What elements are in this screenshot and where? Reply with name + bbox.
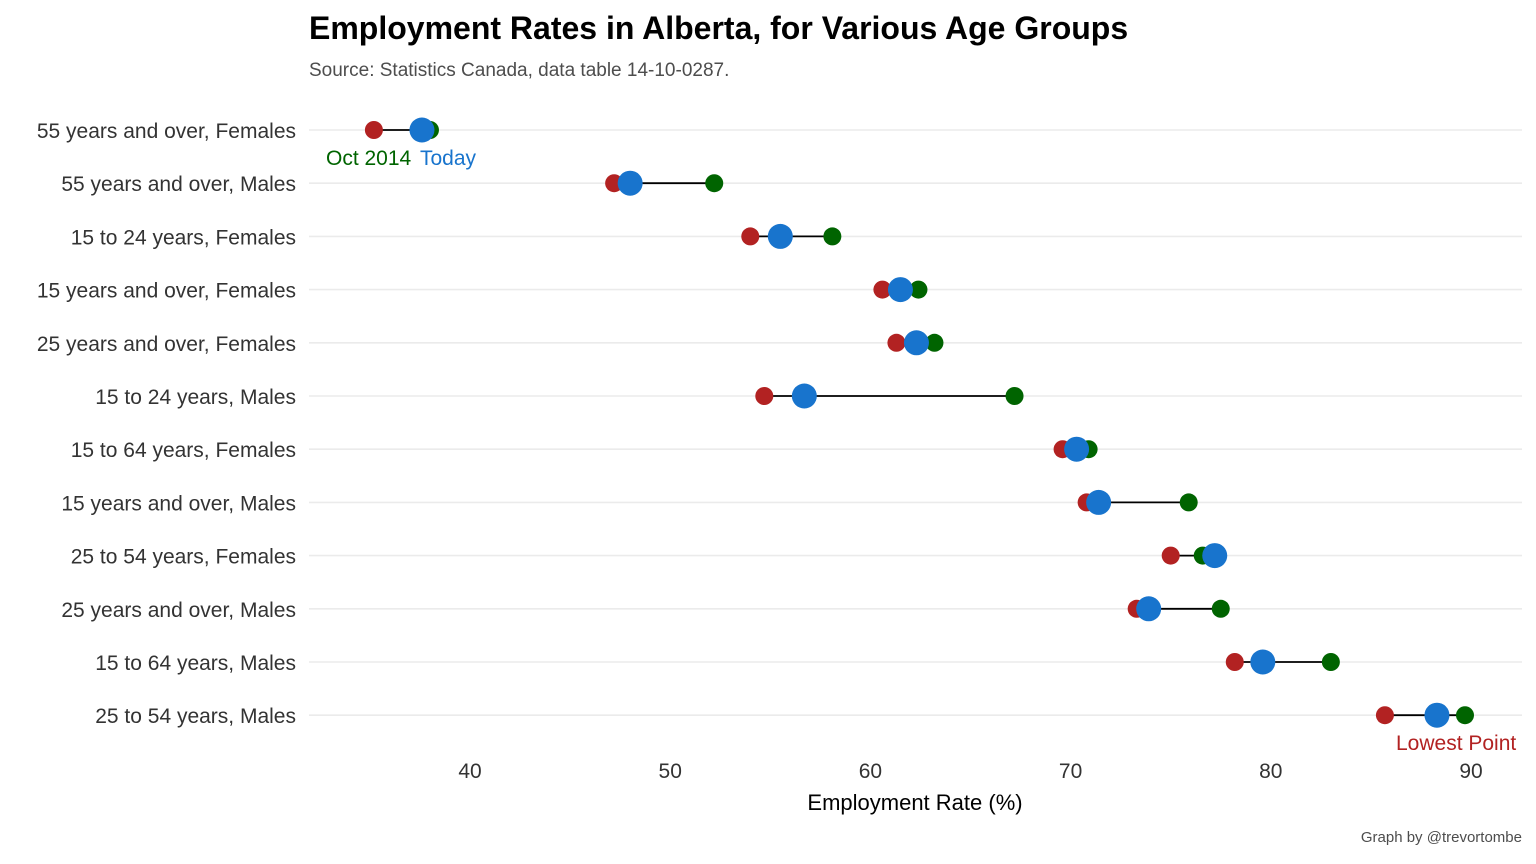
oct-2014-point [925,333,944,352]
x-axis-tick-labels: 40 50 60 70 80 90 [458,760,1482,783]
x-tick-label: 60 [859,760,882,783]
today-point [1086,489,1112,515]
data-row [1053,436,1098,462]
lowest-point [755,387,774,405]
data-row [605,170,724,196]
x-tick-label: 50 [659,760,682,783]
today-point [791,383,817,409]
data-row [741,223,842,249]
lowest-point [1161,546,1180,565]
y-tick-label: 15 to 64 years, Males [95,652,296,675]
annotations: Oct 2014 Today Lowest Point [326,147,1516,755]
data-row [1161,543,1228,569]
oct-2014-point [1211,599,1230,618]
today-point [767,223,793,249]
data-rows [364,117,1474,728]
oct-2014-point [823,227,842,246]
y-tick-label: 15 to 64 years, Females [71,439,296,462]
data-row [755,383,1024,409]
today-point [409,117,435,143]
chart-caption: Graph by @trevortombe [1360,829,1522,846]
chart-title: Employment Rates in Alberta, for Various… [309,10,1129,46]
lowest-point [741,227,760,246]
oct-2014-point [1005,387,1024,405]
chart-subtitle: Source: Statistics Canada, data table 14… [309,60,730,81]
oct-2014-point [705,174,724,193]
oct-2014-point [1321,653,1340,671]
x-tick-label: 40 [458,760,481,783]
lowest-point [364,121,383,139]
x-tick-label: 90 [1459,760,1482,783]
y-tick-label: 25 to 54 years, Males [95,705,296,728]
data-row [1077,489,1198,515]
lowest-point [1225,653,1244,671]
y-tick-label: 15 to 24 years, Females [71,226,296,249]
today-point [903,330,929,356]
y-tick-label: 15 years and over, Males [61,492,296,515]
y-tick-label: 25 years and over, Females [37,333,296,356]
lowest-point [887,333,906,352]
data-row [1225,649,1340,675]
data-row [887,330,944,356]
data-row [1375,702,1474,728]
today-point [887,277,913,303]
x-tick-label: 70 [1059,760,1082,783]
lowest-point [873,280,892,299]
today-point [1424,702,1450,728]
y-tick-label: 15 years and over, Females [37,280,296,303]
oct-2014-point [909,280,928,299]
today-point [1250,649,1276,675]
today-point [1202,543,1228,569]
oct-2014-point [1179,493,1198,512]
grid-lines [309,129,1522,717]
lowest-point [1375,706,1394,725]
y-tick-label: 55 years and over, Males [61,173,296,196]
x-tick-label: 80 [1259,760,1282,783]
today-point [617,170,643,196]
oct-2014-point [1455,706,1474,725]
y-tick-label: 25 to 54 years, Females [71,546,296,569]
x-axis-label: Employment Rate (%) [807,790,1022,815]
annotation-oct-2014: Oct 2014 [326,147,412,170]
y-tick-label: 15 to 24 years, Males [95,386,296,409]
today-point [1136,596,1162,622]
today-point [1064,436,1090,462]
y-tick-label: 25 years and over, Males [61,599,296,622]
data-row [1127,596,1230,622]
annotation-today: Today [420,147,477,170]
y-axis-tick-labels: 55 years and over, Females 55 years and o… [37,120,296,728]
data-row [364,117,439,143]
y-tick-label: 55 years and over, Females [37,120,296,143]
annotation-lowest-point: Lowest Point [1396,732,1516,755]
data-row [873,277,928,303]
